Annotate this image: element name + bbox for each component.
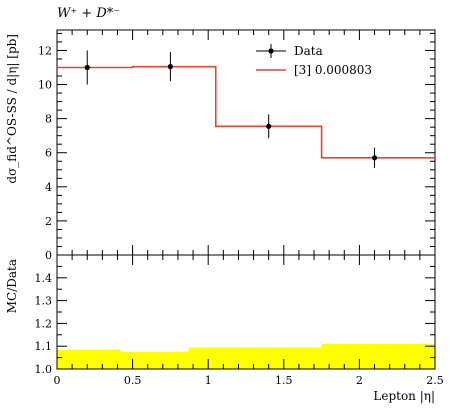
ratio-y-tick-label: 1.3 (35, 295, 53, 308)
main-y-tick-label: 2 (45, 215, 52, 228)
data-layer (57, 44, 435, 169)
ratio-x-tick-label: 2 (356, 374, 363, 387)
ratio-y-tick-label: 1.4 (35, 272, 53, 285)
main-y-tick-label: 10 (38, 79, 52, 92)
data-point (167, 64, 173, 70)
ratio-x-tick-label: 1 (205, 374, 212, 387)
data-point (266, 123, 272, 129)
main-plot-frame (56, 29, 436, 256)
legend-data-label: Data (294, 44, 323, 58)
ratio-x-tick-label: 0 (54, 374, 61, 387)
ratio-y-tick-label: 1.0 (35, 363, 53, 376)
ratio-band-bin (321, 343, 435, 369)
ratio-x-tick-label: 1.5 (275, 374, 293, 387)
fill-layer (57, 343, 435, 369)
frame-layer (56, 29, 436, 370)
mc-histogram-line (57, 65, 435, 159)
main-y-tick-label: 0 (45, 249, 52, 262)
ratio-band-bin (57, 349, 121, 369)
main-y-axis-label: dσ_fid^OS-SS / d|η| [pb] (5, 34, 19, 184)
ratio-x-tick-label: 2.5 (426, 374, 444, 387)
data-point (371, 155, 378, 161)
x-axis-label: Lepton |η| (373, 389, 435, 403)
ratio-x-tick-label: 0.5 (124, 374, 142, 387)
ratio-y-tick-label: 1.1 (35, 340, 53, 353)
tick-layer (56, 30, 436, 370)
ratio-y-tick-label: 1.2 (35, 317, 53, 330)
data-point (84, 64, 90, 71)
main-y-tick-label: 8 (45, 113, 52, 126)
main-y-tick-label: 6 (45, 147, 52, 160)
main-y-tick-label: 12 (38, 44, 52, 57)
legend-mc-label: [3] 0.000803 (294, 63, 372, 77)
chart-title: W⁺ + D*⁻ (57, 6, 120, 21)
ratio-band-bin (188, 347, 322, 369)
legend-data-marker (268, 48, 274, 54)
text-layer: 0 2 4 6 8 10 12 0 0.5 1 1.5 2 2.5 1.0 1.1 1.2 1.3 1.4 Data… (5, 6, 444, 403)
ratio-band-bin (120, 351, 189, 369)
main-y-tick-label: 4 (45, 181, 52, 194)
ratio-y-axis-label: MC/Data (5, 259, 19, 313)
